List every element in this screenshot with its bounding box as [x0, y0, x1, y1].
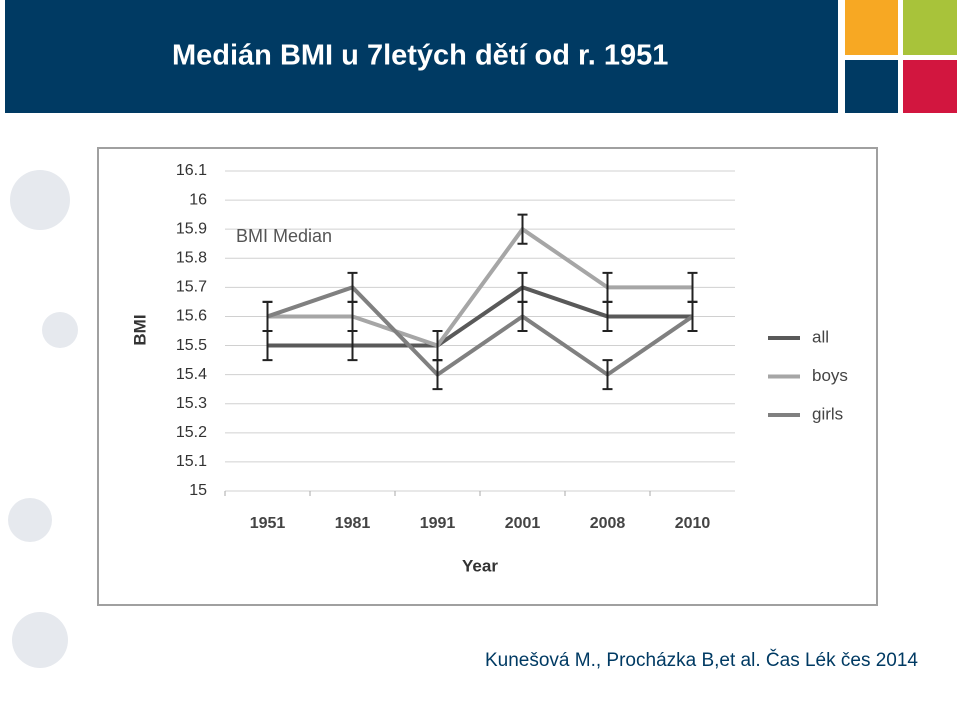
x-tick-label: 1951 — [250, 515, 286, 532]
y-tick-label: 15.2 — [176, 424, 207, 441]
x-tick-label: 1991 — [420, 515, 456, 532]
x-axis-label: Year — [462, 556, 498, 575]
error-bar — [687, 300, 698, 332]
legend-label: girls — [812, 404, 843, 423]
series-line — [267, 285, 693, 348]
y-tick-label: 16.1 — [176, 162, 207, 179]
y-tick-label: 15.4 — [176, 366, 207, 383]
error-bar — [517, 300, 528, 332]
y-tick-label: 15.5 — [176, 337, 207, 354]
slide-title: Medián BMI u 7letých dětí od r. 1951 — [172, 40, 668, 72]
y-tick-label: 15 — [189, 482, 207, 499]
header-bar — [5, 0, 838, 113]
deco-square — [845, 0, 898, 55]
x-tick-label: 2008 — [590, 515, 626, 532]
error-bar — [432, 359, 443, 391]
chart-frame — [97, 147, 878, 606]
y-tick-label: 15.8 — [176, 249, 207, 266]
y-tick-label: 16 — [189, 191, 207, 208]
error-bar — [347, 271, 358, 303]
deco-square — [845, 60, 898, 113]
x-tick-label: 2010 — [675, 515, 711, 532]
y-tick-label: 15.7 — [176, 279, 207, 296]
error-bar — [262, 300, 273, 332]
chart: 15 15.1 15.2 15.3 15.4 15.5 15.6 15.7 15.8 15.9 16… — [130, 162, 847, 575]
x-tick-label: 2001 — [505, 515, 541, 532]
deco-square — [903, 0, 957, 55]
error-bar — [602, 271, 613, 303]
error-bar — [517, 213, 528, 245]
y-tick-label: 15.3 — [176, 395, 207, 412]
y-axis-label: BMI — [130, 314, 149, 345]
error-bar — [602, 359, 613, 391]
annotation: BMI Median — [236, 226, 332, 246]
deco-swirl — [8, 170, 78, 668]
y-tick-label: 15.9 — [176, 220, 207, 237]
x-tick-label: 1981 — [335, 515, 371, 532]
legend-label: all — [812, 327, 829, 346]
citation: Kunešová M., Procházka B,et al. Čas Lék … — [485, 649, 918, 671]
series-line — [266, 285, 694, 378]
y-tick-label: 15.1 — [176, 453, 207, 470]
y-tick-label: 15.6 — [176, 308, 207, 325]
deco-square — [903, 60, 957, 113]
legend-label: boys — [812, 366, 848, 385]
series-line — [267, 226, 693, 348]
